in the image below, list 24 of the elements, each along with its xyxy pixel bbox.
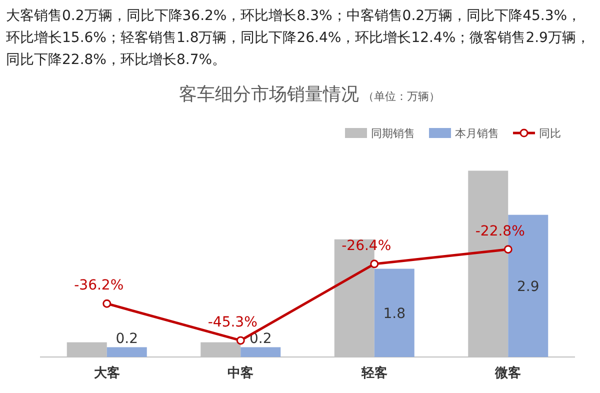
legend-label: 同期销售 bbox=[371, 127, 415, 140]
text: 大客销售0.2万辆，同比下降36.2%，环比增长8.3%；中客销售0.2万辆，同比下降45.3%，环比增长15.6%；轻客销售1.8万辆，同比下降26.4%，环比增长12.4%；微客销售2.9万辆，同比下降22.8%，环比增长8.7%。 bbox=[6, 8, 590, 68]
point bbox=[102, 299, 112, 308]
bar bbox=[240, 347, 281, 357]
x-tick-label: 微客 bbox=[494, 365, 522, 381]
bar bbox=[106, 347, 147, 357]
legend-label: 本月销售 bbox=[455, 127, 499, 140]
x-tick-label: 大客 bbox=[94, 365, 120, 381]
data-label: -36.2% bbox=[74, 278, 124, 294]
bar bbox=[374, 268, 414, 357]
data-label: 2.9 bbox=[516, 278, 540, 295]
x-tick-label: 中客 bbox=[228, 365, 254, 381]
point bbox=[236, 336, 245, 345]
data-label: 1.8 bbox=[383, 306, 406, 322]
legend-label: 同比 bbox=[539, 127, 561, 140]
chart-subtitle: （单位：万辆） bbox=[363, 90, 440, 103]
data-label: -26.4% bbox=[342, 238, 392, 254]
chart-title: 客车细分市场销量情况 bbox=[179, 84, 359, 105]
point bbox=[370, 260, 379, 268]
data-label: -45.3% bbox=[208, 314, 258, 330]
data-label: 0.2 bbox=[116, 331, 138, 348]
data-label: -22.8% bbox=[475, 223, 525, 240]
point bbox=[504, 245, 512, 254]
x-tick-label: 轻客 bbox=[360, 365, 388, 381]
